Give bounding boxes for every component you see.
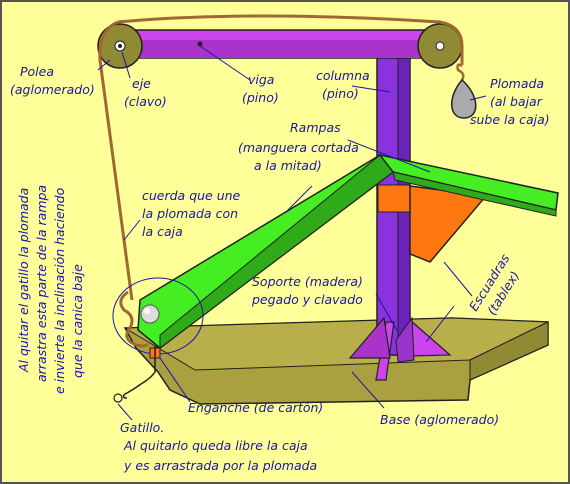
trigger	[122, 346, 156, 399]
label-plomada: Plomada	[490, 76, 544, 91]
vertical-note-1: Al quitar el gatillo la plomada	[16, 188, 31, 373]
label-eje-material: (clavo)	[124, 94, 167, 109]
pulley-left	[97, 23, 143, 69]
label-cuerda-1: cuerda que une	[142, 188, 241, 203]
label-plomada-note2: sube la caja)	[470, 112, 550, 127]
leader-plomada	[469, 95, 487, 101]
leader-polea	[97, 59, 111, 71]
leader-columna	[351, 85, 391, 93]
label-columna-material: (pino)	[322, 86, 359, 101]
marble	[140, 304, 160, 324]
vertical-note-3: e invierte la inclinación haciendo	[52, 187, 67, 394]
beam-nail	[197, 41, 203, 47]
label-rampas: Rampas	[290, 120, 341, 135]
marble-highlight	[144, 308, 150, 314]
label-eje: eje	[132, 76, 151, 91]
label-rampas-note: a la mitad)	[254, 158, 322, 173]
ramp-short	[378, 153, 559, 217]
label-gatillo-note1: Al quitarlo queda libre la caja	[123, 438, 308, 453]
beam	[99, 29, 461, 59]
trigger-ring	[113, 393, 123, 403]
leader-viga	[199, 45, 251, 81]
label-columna: columna	[316, 68, 370, 83]
vertical-note-2: arrastra esta parte de la rampa	[34, 185, 49, 382]
label-base: Base (aglomerado)	[380, 412, 499, 427]
leader-escuadras	[443, 261, 473, 297]
leader-gatillo	[117, 403, 133, 421]
vertical-note: Al quitar el gatillo la plomada arrastra…	[16, 185, 85, 394]
label-enganche: Enganche (de cartón)	[188, 400, 323, 415]
plumb-bob	[451, 63, 477, 119]
label-rampas-material: (manguera cortada	[238, 140, 359, 155]
label-soporte: Soporte (madera)	[252, 274, 363, 289]
label-gatillo-note2: y es arrastrada por la plomada	[123, 458, 317, 473]
label-polea-material: (aglomerado)	[10, 82, 95, 97]
brackets-bottom	[348, 316, 452, 381]
label-cuerda-2: la plomada con	[142, 206, 238, 221]
base-board	[123, 317, 549, 405]
label-gatillo: Gatillo.	[120, 420, 164, 435]
leader-rampas-2	[285, 185, 313, 213]
label-soporte-note: pegado y clavado	[251, 292, 363, 307]
leader-rampas	[347, 139, 431, 173]
label-plomada-note1: (al bajar	[490, 94, 543, 109]
label-cuerda-3: la caja	[142, 224, 183, 239]
leader-soporte	[375, 293, 399, 333]
vertical-note-4: que la canica baje	[70, 264, 85, 378]
leader-cuerda	[123, 219, 141, 241]
label-viga: viga	[248, 72, 274, 87]
leader-base	[351, 371, 385, 409]
rope	[98, 14, 464, 348]
label-polea: Polea	[20, 64, 54, 79]
leader-eje	[121, 51, 131, 79]
leader-enganche	[159, 357, 191, 403]
label-viga-material: (pino)	[242, 90, 279, 105]
leader-escuadras-2	[425, 305, 455, 343]
